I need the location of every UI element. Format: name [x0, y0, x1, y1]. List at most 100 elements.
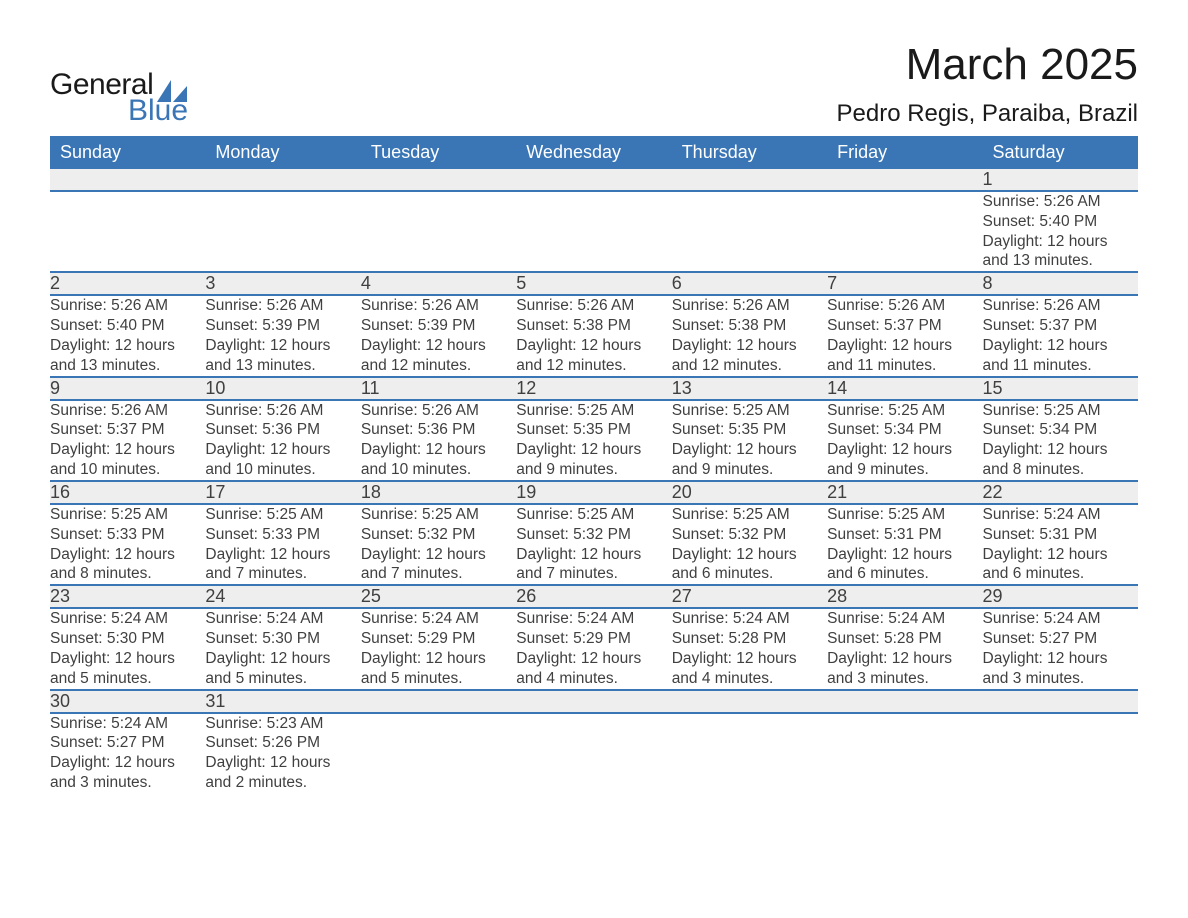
sunrise-line: Sunrise: 5:26 AM: [516, 296, 671, 316]
calendar-day-detail: Sunrise: 5:26 AMSunset: 5:39 PMDaylight:…: [205, 295, 360, 376]
sunrise-line: Sunrise: 5:26 AM: [983, 296, 1138, 316]
daylight2-line: and 7 minutes.: [205, 564, 360, 584]
sunrise-line: Sunrise: 5:24 AM: [983, 609, 1138, 629]
sunset-line: Sunset: 5:27 PM: [983, 629, 1138, 649]
calendar-day-number: [516, 690, 671, 713]
calendar-day-number: 8: [983, 272, 1138, 295]
calendar-day-number: [361, 690, 516, 713]
daylight1-line: Daylight: 12 hours: [516, 336, 671, 356]
sunset-line: Sunset: 5:32 PM: [361, 525, 516, 545]
sunset-line: Sunset: 5:32 PM: [672, 525, 827, 545]
calendar-day-detail: [827, 191, 982, 272]
sunset-line: Sunset: 5:37 PM: [983, 316, 1138, 336]
sunrise-line: Sunrise: 5:24 AM: [983, 505, 1138, 525]
calendar-day-number: 30: [50, 690, 205, 713]
calendar-day-number: [205, 169, 360, 191]
sunset-line: Sunset: 5:33 PM: [205, 525, 360, 545]
calendar-day-number: [516, 169, 671, 191]
daylight2-line: and 5 minutes.: [361, 669, 516, 689]
calendar-day-detail: Sunrise: 5:23 AMSunset: 5:26 PMDaylight:…: [205, 713, 360, 793]
sunrise-line: Sunrise: 5:26 AM: [361, 296, 516, 316]
calendar-day-detail: [672, 713, 827, 793]
daylight1-line: Daylight: 12 hours: [205, 336, 360, 356]
calendar-day-number: 6: [672, 272, 827, 295]
sunset-line: Sunset: 5:36 PM: [361, 420, 516, 440]
calendar-day-number: 13: [672, 377, 827, 400]
daylight1-line: Daylight: 12 hours: [205, 753, 360, 773]
calendar-day-number: 19: [516, 481, 671, 504]
daylight2-line: and 13 minutes.: [205, 356, 360, 376]
calendar-day-detail: Sunrise: 5:26 AMSunset: 5:36 PMDaylight:…: [361, 400, 516, 481]
calendar-day-number: 4: [361, 272, 516, 295]
calendar-day-detail: Sunrise: 5:25 AMSunset: 5:31 PMDaylight:…: [827, 504, 982, 585]
calendar-day-detail: Sunrise: 5:26 AMSunset: 5:40 PMDaylight:…: [983, 191, 1138, 272]
sunset-line: Sunset: 5:40 PM: [983, 212, 1138, 232]
calendar-day-detail: Sunrise: 5:26 AMSunset: 5:39 PMDaylight:…: [361, 295, 516, 376]
daylight2-line: and 5 minutes.: [205, 669, 360, 689]
sunrise-line: Sunrise: 5:26 AM: [50, 296, 205, 316]
daylight1-line: Daylight: 12 hours: [827, 336, 982, 356]
calendar-day-detail: Sunrise: 5:24 AMSunset: 5:29 PMDaylight:…: [516, 608, 671, 689]
daylight1-line: Daylight: 12 hours: [672, 545, 827, 565]
daylight1-line: Daylight: 12 hours: [205, 545, 360, 565]
daylight2-line: and 6 minutes.: [672, 564, 827, 584]
calendar-day-number: [361, 169, 516, 191]
calendar-day-number: 20: [672, 481, 827, 504]
calendar-day-number: 7: [827, 272, 982, 295]
daylight1-line: Daylight: 12 hours: [50, 753, 205, 773]
calendar-day-detail: [50, 191, 205, 272]
sunset-line: Sunset: 5:34 PM: [827, 420, 982, 440]
calendar-day-detail: [516, 713, 671, 793]
sunrise-line: Sunrise: 5:25 AM: [827, 401, 982, 421]
sunrise-line: Sunrise: 5:25 AM: [672, 505, 827, 525]
brand-logo: General Blue: [50, 68, 188, 128]
daylight2-line: and 11 minutes.: [983, 356, 1138, 376]
calendar-day-number: 5: [516, 272, 671, 295]
sunrise-line: Sunrise: 5:25 AM: [516, 505, 671, 525]
weekday-header: Monday: [205, 136, 360, 169]
calendar-day-detail: Sunrise: 5:26 AMSunset: 5:36 PMDaylight:…: [205, 400, 360, 481]
title-block: March 2025 Pedro Regis, Paraiba, Brazil: [837, 40, 1138, 128]
daylight2-line: and 10 minutes.: [50, 460, 205, 480]
daylight2-line: and 6 minutes.: [827, 564, 982, 584]
sunrise-line: Sunrise: 5:24 AM: [50, 609, 205, 629]
calendar-day-number: 24: [205, 585, 360, 608]
sunrise-line: Sunrise: 5:26 AM: [827, 296, 982, 316]
sunset-line: Sunset: 5:29 PM: [361, 629, 516, 649]
logo-text-sub: Blue: [128, 94, 188, 128]
calendar-day-detail: Sunrise: 5:24 AMSunset: 5:27 PMDaylight:…: [50, 713, 205, 793]
daylight1-line: Daylight: 12 hours: [50, 649, 205, 669]
sunset-line: Sunset: 5:38 PM: [672, 316, 827, 336]
calendar-day-number: 31: [205, 690, 360, 713]
calendar-day-detail: Sunrise: 5:25 AMSunset: 5:35 PMDaylight:…: [672, 400, 827, 481]
daylight1-line: Daylight: 12 hours: [983, 232, 1138, 252]
daylight2-line: and 12 minutes.: [361, 356, 516, 376]
sunrise-line: Sunrise: 5:25 AM: [205, 505, 360, 525]
daylight2-line: and 9 minutes.: [516, 460, 671, 480]
calendar-day-detail: Sunrise: 5:25 AMSunset: 5:34 PMDaylight:…: [827, 400, 982, 481]
daylight2-line: and 2 minutes.: [205, 773, 360, 793]
daylight2-line: and 9 minutes.: [672, 460, 827, 480]
sunrise-line: Sunrise: 5:25 AM: [983, 401, 1138, 421]
sunrise-line: Sunrise: 5:25 AM: [516, 401, 671, 421]
sunset-line: Sunset: 5:32 PM: [516, 525, 671, 545]
daylight2-line: and 4 minutes.: [516, 669, 671, 689]
calendar-day-number: 9: [50, 377, 205, 400]
calendar-day-detail: Sunrise: 5:24 AMSunset: 5:31 PMDaylight:…: [983, 504, 1138, 585]
daylight1-line: Daylight: 12 hours: [672, 649, 827, 669]
calendar-day-detail: Sunrise: 5:26 AMSunset: 5:37 PMDaylight:…: [827, 295, 982, 376]
sunset-line: Sunset: 5:34 PM: [983, 420, 1138, 440]
calendar-day-number: [672, 169, 827, 191]
calendar-day-number: 10: [205, 377, 360, 400]
daylight2-line: and 10 minutes.: [205, 460, 360, 480]
calendar-day-number: 29: [983, 585, 1138, 608]
calendar-day-number: 3: [205, 272, 360, 295]
daylight1-line: Daylight: 12 hours: [361, 649, 516, 669]
calendar-day-number: 21: [827, 481, 982, 504]
calendar-day-detail: Sunrise: 5:26 AMSunset: 5:37 PMDaylight:…: [50, 400, 205, 481]
calendar-day-number: 27: [672, 585, 827, 608]
daylight1-line: Daylight: 12 hours: [361, 440, 516, 460]
daylight1-line: Daylight: 12 hours: [672, 336, 827, 356]
calendar-day-detail: Sunrise: 5:24 AMSunset: 5:27 PMDaylight:…: [983, 608, 1138, 689]
daylight1-line: Daylight: 12 hours: [983, 649, 1138, 669]
